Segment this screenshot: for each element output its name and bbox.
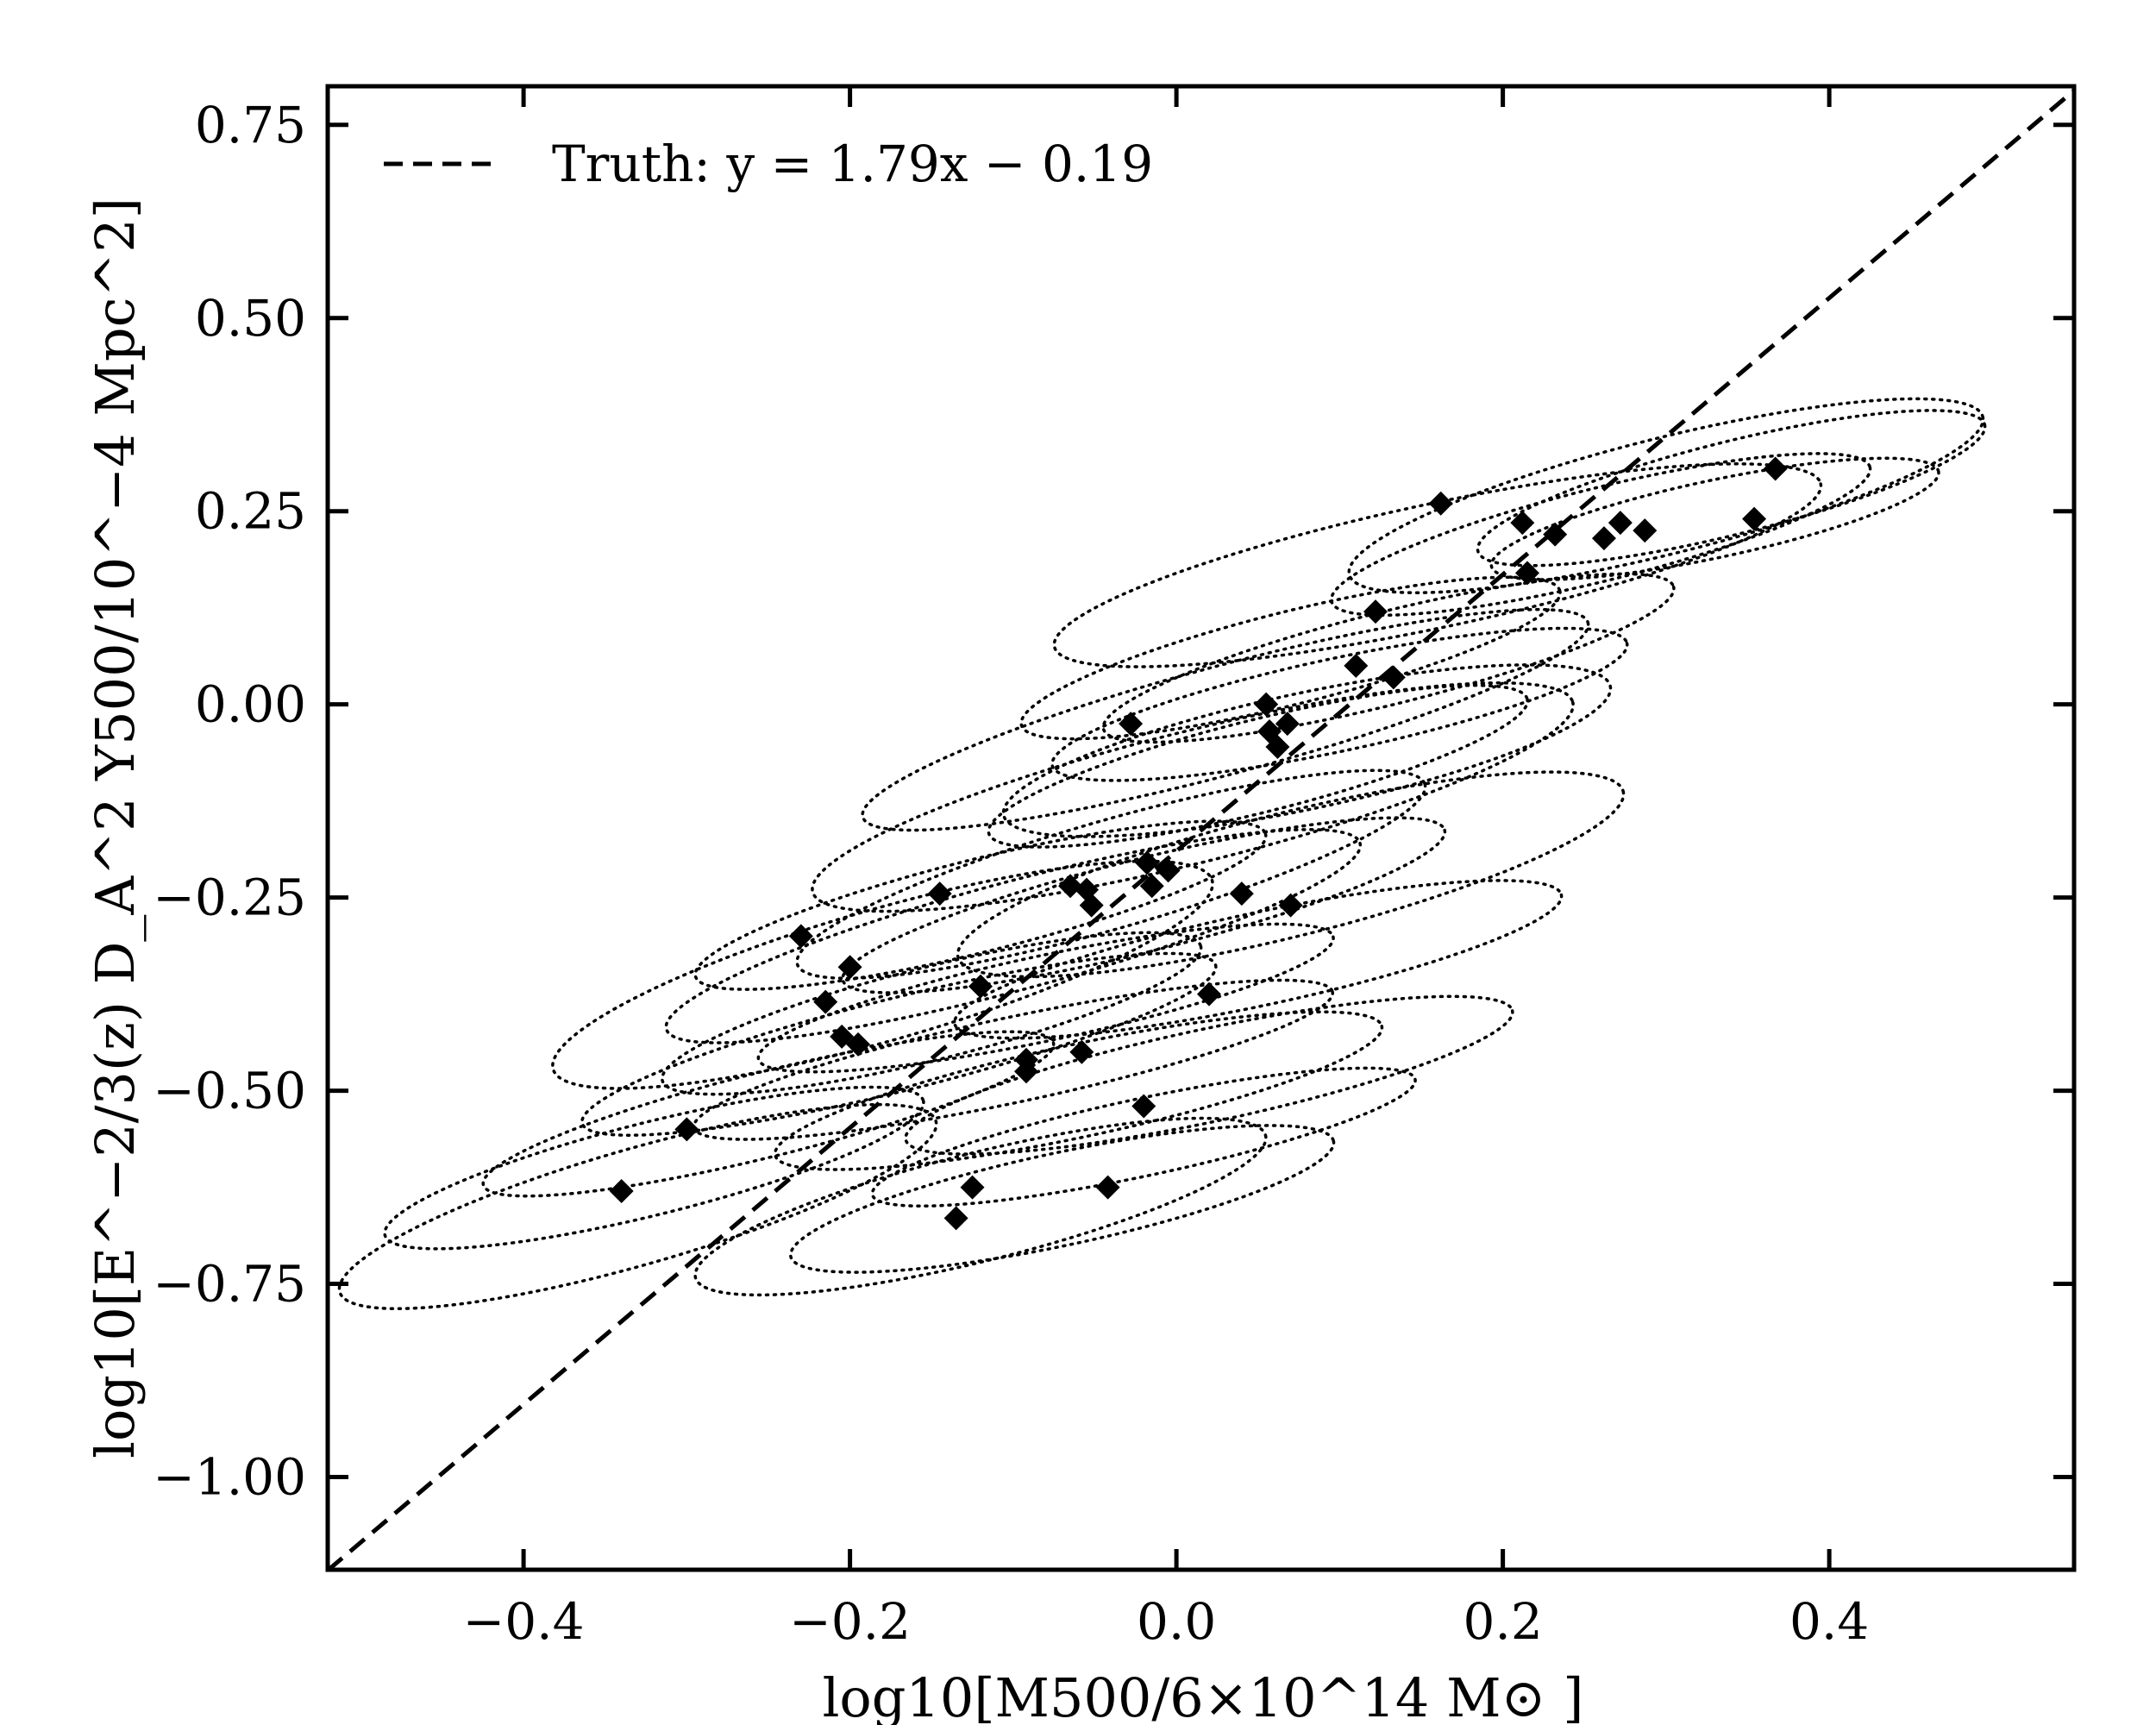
data-point-10 <box>968 974 993 999</box>
data-point-7 <box>927 881 952 906</box>
data-point-24 <box>1229 881 1254 906</box>
data-point-4 <box>837 955 862 980</box>
data-point-1 <box>674 1117 699 1142</box>
data-point-34 <box>1510 511 1535 536</box>
y-tick-label-0: 0.75 <box>195 96 306 154</box>
y-axis-label: log10[E^−2/3(z) D_A^2 Y500/10^−4 Mpc^2] <box>84 198 147 1458</box>
y-tick-label-2: 0.25 <box>195 482 306 541</box>
error-ellipse-11 <box>956 770 1626 979</box>
x-axis-label: log10[M500/6×10^14 M⊙ ] <box>823 1666 1584 1725</box>
truth-line <box>328 89 2074 1570</box>
error-ellipse-24 <box>481 1030 1056 1198</box>
data-point-35 <box>1515 561 1540 586</box>
data-point-32 <box>1381 665 1406 690</box>
data-point-30 <box>1344 653 1369 678</box>
data-point-41 <box>1763 456 1788 481</box>
data-point-21 <box>1156 858 1181 883</box>
error-ellipse-25 <box>383 1085 925 1251</box>
legend-label: Truth: y = 1.79x − 0.19 <box>552 135 1153 193</box>
error-ellipse-2 <box>861 607 1590 832</box>
error-ellipse-23 <box>870 1066 1417 1208</box>
plot-frame <box>325 84 2077 1572</box>
error-ellipse-22 <box>773 1010 1384 1171</box>
x-tick-label-4: 0.4 <box>1789 1592 1869 1651</box>
error-ellipse-29 <box>1019 575 1562 741</box>
x-tick-label-2: 0.0 <box>1137 1592 1216 1651</box>
data-point-40 <box>1742 506 1767 531</box>
data-point-37 <box>1591 526 1616 551</box>
data-point-16 <box>1079 893 1104 918</box>
error-ellipse-18 <box>756 922 1335 1074</box>
error-ellipse-15 <box>551 859 1214 1090</box>
data-point-20 <box>1139 874 1164 899</box>
tick-labels: −0.4 −0.2 0.0 0.2 0.4 0.75 0.50 0.25 0.00 −0.25 −0… <box>153 96 1869 1651</box>
error-ellipse-30 <box>987 683 1529 849</box>
error-ellipse-10 <box>795 768 1427 980</box>
data-point-6 <box>846 1032 871 1057</box>
x-tick-label-3: 0.2 <box>1463 1592 1542 1651</box>
data-point-33 <box>1428 491 1453 516</box>
data-point-2 <box>788 924 813 949</box>
error-ellipse-17 <box>580 951 1218 1137</box>
error-ellipse-28 <box>788 1124 1336 1274</box>
y-tick-label-6: −0.75 <box>153 1255 306 1314</box>
data-point-39 <box>1633 518 1658 543</box>
data-point-27 <box>1265 734 1290 759</box>
error-ellipse-20 <box>953 879 1564 1040</box>
data-point-13 <box>1058 874 1083 899</box>
error-ellipses <box>337 397 1987 1311</box>
data-point-18 <box>1131 1094 1156 1119</box>
error-ellipse-26 <box>337 1102 938 1311</box>
error-ellipse-21 <box>904 994 1514 1156</box>
data-point-14 <box>1069 1039 1094 1064</box>
data-point-29 <box>1278 893 1303 918</box>
data-point-28 <box>1275 712 1300 737</box>
error-ellipse-16 <box>661 931 1203 1096</box>
data-point-25 <box>1254 692 1279 717</box>
y-tick-label-1: 0.50 <box>195 289 306 348</box>
y-tick-label-3: 0.00 <box>195 675 306 734</box>
error-ellipse-12 <box>841 816 1447 994</box>
data-point-3 <box>813 989 838 1014</box>
data-point-36 <box>1543 522 1568 547</box>
y-tick-label-7: −1.00 <box>153 1448 306 1507</box>
data-point-9 <box>960 1175 985 1200</box>
truth-line-layer <box>328 89 2074 1570</box>
error-ellipse-9 <box>1476 409 1987 568</box>
data-point-31 <box>1363 599 1388 624</box>
error-ellipse-3 <box>1050 626 1629 782</box>
data-point-38 <box>1608 511 1633 536</box>
x-tick-label-0: −0.4 <box>463 1592 585 1651</box>
data-point-17 <box>1095 1175 1120 1200</box>
data-point-0 <box>609 1179 634 1204</box>
error-ellipse-5 <box>1052 462 1823 668</box>
data-point-19 <box>1135 850 1160 875</box>
y-tick-label-5: −0.50 <box>153 1062 306 1120</box>
data-point-12 <box>1014 1059 1038 1084</box>
error-ellipse-14 <box>693 819 1268 991</box>
error-ellipse-13 <box>664 828 1363 1044</box>
y-tick-label-4: −0.25 <box>153 869 306 927</box>
error-ellipse-0 <box>811 681 1575 913</box>
x-tick-label-1: −0.2 <box>789 1592 911 1651</box>
data-points <box>609 456 1788 1231</box>
legend: Truth: y = 1.79x − 0.19 <box>384 135 1153 193</box>
data-point-8 <box>943 1206 968 1231</box>
error-ellipse-8 <box>1489 456 1940 581</box>
data-point-23 <box>1196 982 1221 1007</box>
data-point-22 <box>1119 712 1144 737</box>
axis-ticks <box>328 86 2074 1570</box>
error-ellipse-6 <box>1347 397 1985 594</box>
error-ellipse-1 <box>1001 663 1613 838</box>
error-ellipse-27 <box>693 1116 1268 1297</box>
